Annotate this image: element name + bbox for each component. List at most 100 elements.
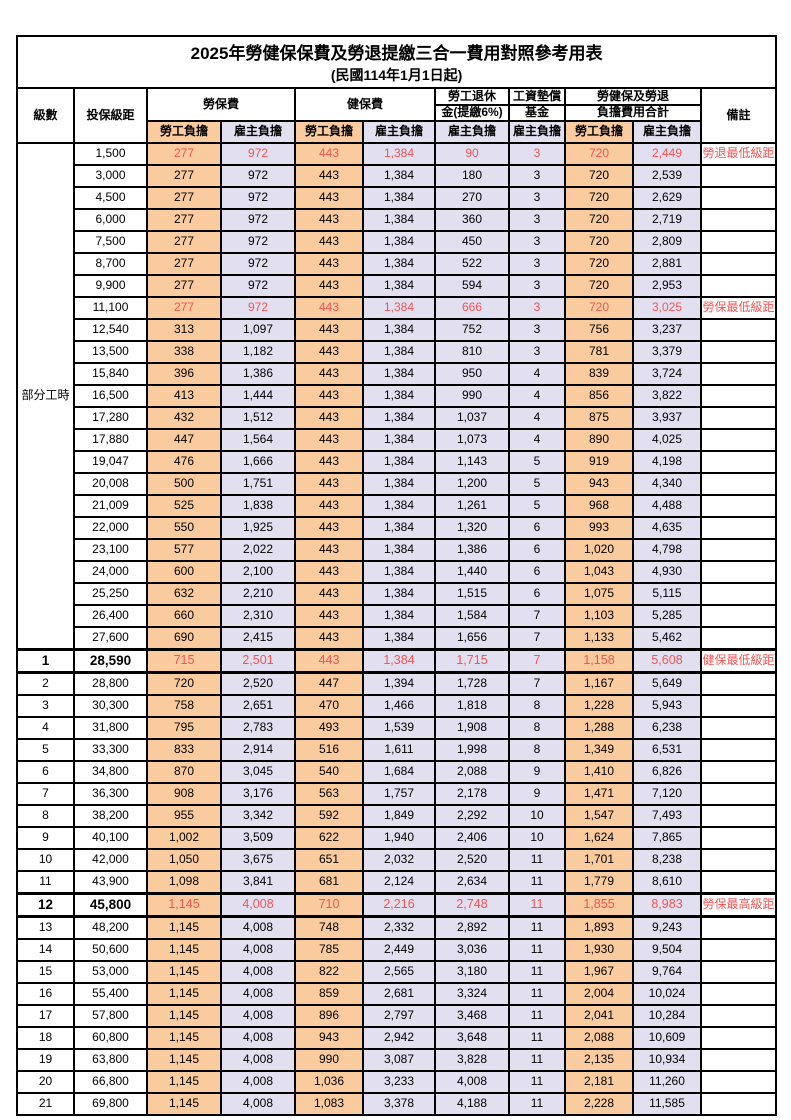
- cell-bracket: 60,800: [73, 1026, 148, 1050]
- cell-labor-employee: 313: [146, 318, 222, 342]
- cell-wage-fund-employer: 11: [508, 848, 566, 872]
- cell-note: [699, 384, 778, 408]
- cell-wage-fund-employer: 7: [508, 626, 566, 651]
- cell-labor-employer: 972: [220, 230, 296, 254]
- part-time-merged-cell: 部分工時: [16, 142, 75, 651]
- cell-labor-employer: 2,100: [220, 560, 296, 584]
- cell-labor-employer: 972: [220, 296, 296, 320]
- cell-labor-employee: 277: [146, 274, 222, 298]
- cell-labor-employer: 4,008: [220, 938, 296, 962]
- cell-health-employee: 443: [294, 538, 364, 562]
- cell-total-employer: 9,243: [632, 915, 702, 940]
- cell-total-employer: 3,724: [632, 362, 702, 386]
- cell-health-employer: 1,849: [362, 804, 436, 828]
- cell-health-employee: 681: [294, 870, 364, 895]
- cell-pension-employer: 666: [434, 296, 510, 320]
- cell-health-employee: 443: [294, 230, 364, 254]
- cell-total-employee: 1,158: [564, 648, 634, 674]
- table-row: 16,500 413 1,444 443 1,384 990 4 856 3,822: [17, 384, 778, 408]
- cell-health-employee: 443: [294, 604, 364, 628]
- cell-pension-employer: 270: [434, 186, 510, 210]
- cell-total-employee: 943: [564, 472, 634, 496]
- subheader-total-employee: 勞工負擔: [564, 120, 634, 144]
- cell-total-employer: 11,260: [632, 1070, 702, 1094]
- table-row: 12 45,800 1,145 4,008 710 2,216 2,748 11 1,855 8,…: [16, 892, 778, 918]
- cell-health-employee: 443: [294, 252, 364, 276]
- cell-pension-employer: 3,828: [434, 1048, 510, 1072]
- cell-wage-fund-employer: 4: [508, 428, 566, 452]
- cell-wage-fund-employer: 6: [508, 516, 566, 540]
- cell-pension-employer: 1,200: [434, 472, 510, 496]
- cell-labor-employer: 4,008: [220, 960, 296, 984]
- cell-total-employer: 4,340: [632, 472, 702, 496]
- cell-level: 20: [16, 1070, 75, 1094]
- cell-bracket: 9,900: [73, 274, 148, 298]
- cell-total-employer: 4,635: [632, 516, 702, 540]
- cell-level: 15: [16, 960, 75, 984]
- cell-health-employee: 493: [294, 716, 364, 740]
- cell-health-employee: 470: [294, 694, 364, 718]
- table-row: 10 42,000 1,050 3,675 651 2,032 2,520 11 1,701 8,…: [16, 848, 778, 872]
- cell-health-employer: 1,384: [362, 208, 436, 232]
- cell-labor-employer: 4,008: [220, 1004, 296, 1028]
- cell-labor-employee: 1,145: [146, 1092, 222, 1116]
- cell-wage-fund-employer: 3: [508, 164, 566, 188]
- cell-bracket: 20,008: [73, 472, 148, 496]
- header-row-2: 金(提繳6%) 基金 負擔費用合計: [17, 104, 776, 122]
- subheader-health-employer: 雇主負擔: [362, 120, 436, 144]
- cell-note: [699, 782, 778, 806]
- header-total-line2: 負擔費用合計: [564, 104, 702, 122]
- cell-bracket: 25,250: [73, 582, 148, 606]
- cell-total-employer: 2,629: [632, 186, 702, 210]
- cell-health-employer: 2,332: [362, 915, 436, 940]
- cell-wage-fund-employer: 11: [508, 938, 566, 962]
- cell-labor-employee: 500: [146, 472, 222, 496]
- cell-total-employee: 1,349: [564, 738, 634, 762]
- cell-health-employee: 443: [294, 296, 364, 320]
- cell-note: 勞保最低級距: [699, 296, 778, 320]
- cell-total-employee: 1,893: [564, 915, 634, 940]
- cell-labor-employee: 277: [146, 230, 222, 254]
- cell-note: [699, 318, 778, 342]
- table-row: 部分工時 1,500 277 972 443 1,384 90 3 720 2,449 勞退最低級距: [16, 142, 778, 651]
- table-row: 5 33,300 833 2,914 516 1,611 1,998 8 1,349 6,531: [16, 738, 778, 762]
- cell-health-employer: 2,449: [362, 938, 436, 962]
- cell-labor-employee: 447: [146, 428, 222, 452]
- cell-labor-employer: 972: [220, 164, 296, 188]
- cell-health-employer: 1,384: [362, 252, 436, 276]
- cell-labor-employer: 4,008: [220, 982, 296, 1006]
- cell-total-employer: 3,822: [632, 384, 702, 408]
- cell-labor-employer: 2,501: [220, 648, 296, 674]
- cell-bracket: 6,000: [73, 208, 148, 232]
- cell-total-employer: 5,943: [632, 694, 702, 718]
- cell-total-employer: 4,025: [632, 428, 702, 452]
- cell-total-employee: 720: [564, 208, 634, 232]
- cell-total-employer: 9,764: [632, 960, 702, 984]
- table-row: 2 28,800 720 2,520 447 1,394 1,728 7 1,167 5,649: [16, 671, 778, 696]
- cell-labor-employee: 577: [146, 538, 222, 562]
- cell-labor-employer: 3,045: [220, 760, 296, 784]
- cell-total-employer: 6,238: [632, 716, 702, 740]
- cell-bracket: 66,800: [73, 1070, 148, 1094]
- cell-level: 12: [16, 892, 75, 918]
- cell-labor-employee: 1,145: [146, 982, 222, 1006]
- cell-bracket: 16,500: [73, 384, 148, 408]
- cell-total-employer: 5,462: [632, 626, 702, 651]
- header-wage-fund-line2: 基金: [508, 104, 566, 122]
- cell-pension-employer: 950: [434, 362, 510, 386]
- cell-pension-employer: 1,728: [434, 671, 510, 696]
- cell-pension-employer: 1,037: [434, 406, 510, 430]
- header-health-insurance: 健保費: [294, 87, 436, 122]
- cell-health-employer: 1,384: [362, 494, 436, 518]
- cell-labor-employee: 277: [146, 142, 222, 166]
- cell-health-employer: 1,384: [362, 472, 436, 496]
- cell-labor-employee: 1,145: [146, 938, 222, 962]
- cell-bracket: 24,000: [73, 560, 148, 584]
- cell-labor-employee: 277: [146, 186, 222, 210]
- cell-pension-employer: 1,656: [434, 626, 510, 651]
- table-row: 13,500 338 1,182 443 1,384 810 3 781 3,379: [17, 340, 778, 364]
- cell-level: 3: [16, 694, 75, 718]
- cell-total-employee: 720: [564, 252, 634, 276]
- cell-labor-employee: 908: [146, 782, 222, 806]
